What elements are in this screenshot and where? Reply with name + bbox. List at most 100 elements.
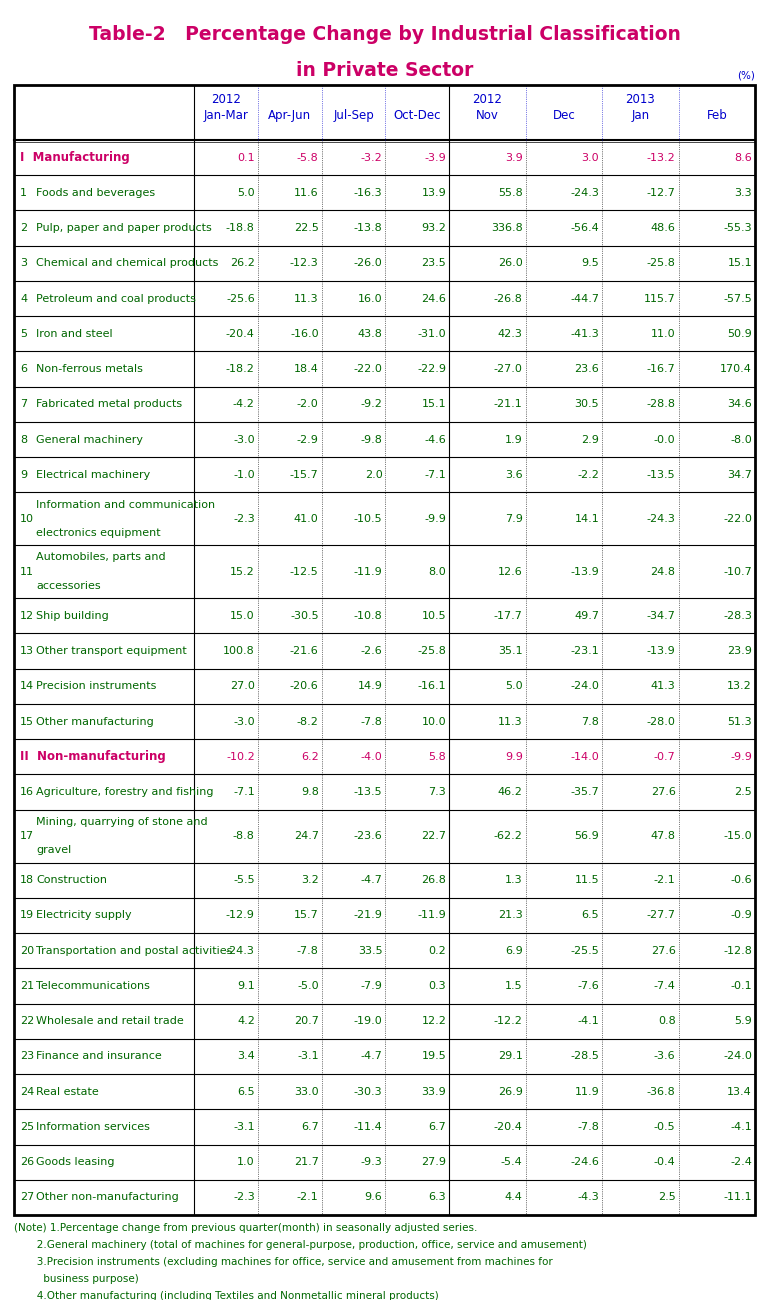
Text: -24.0: -24.0 [723,1052,752,1061]
Text: 15.0: 15.0 [230,611,255,621]
Text: I  Manufacturing: I Manufacturing [20,151,130,164]
Text: 14.9: 14.9 [358,681,382,692]
Text: 18.4: 18.4 [294,364,318,374]
Text: 0.3: 0.3 [428,982,446,991]
Text: 14.1: 14.1 [574,514,599,524]
Text: 29.1: 29.1 [498,1052,523,1061]
Bar [14,84,755,1216]
Text: 3.0: 3.0 [581,152,599,162]
Text: -28.5: -28.5 [571,1052,599,1061]
Text: -11.9: -11.9 [418,910,446,920]
Text: Transportation and postal activities: Transportation and postal activities [36,945,232,956]
Text: 4.2: 4.2 [237,1017,255,1026]
Text: business purpose): business purpose) [14,1274,138,1284]
Text: -3.2: -3.2 [361,152,382,162]
Text: -30.3: -30.3 [354,1087,382,1097]
Text: 10: 10 [20,514,34,524]
Text: 5.8: 5.8 [428,751,446,762]
Text: -8.0: -8.0 [731,434,752,445]
Text: Fabricated metal products: Fabricated metal products [36,399,182,410]
Text: 2.0: 2.0 [365,469,382,480]
Text: 13.9: 13.9 [421,188,446,198]
Text: 49.7: 49.7 [574,611,599,621]
Text: 11.6: 11.6 [294,188,318,198]
Text: 16.0: 16.0 [358,294,382,304]
Text: 8.6: 8.6 [734,152,752,162]
Text: -12.2: -12.2 [494,1017,523,1026]
Text: Feb: Feb [707,109,727,122]
Text: -36.8: -36.8 [647,1087,675,1097]
Text: 336.8: 336.8 [491,224,523,233]
Text: 11.3: 11.3 [498,716,523,727]
Text: Real estate: Real estate [36,1087,98,1097]
Text: 7.3: 7.3 [428,786,446,797]
Text: 26.2: 26.2 [230,259,255,268]
Text: Petroleum and coal products: Petroleum and coal products [36,294,196,304]
Text: 15: 15 [20,716,34,727]
Text: -2.4: -2.4 [730,1157,752,1167]
Text: 5.9: 5.9 [734,1017,752,1026]
Text: -9.9: -9.9 [424,514,446,524]
Text: 9.8: 9.8 [301,786,318,797]
Text: 33.5: 33.5 [358,945,382,956]
Text: -30.5: -30.5 [290,611,318,621]
Text: -19.0: -19.0 [354,1017,382,1026]
Text: 11.5: 11.5 [574,875,599,885]
Text: 11.9: 11.9 [574,1087,599,1097]
Text: 6.3: 6.3 [428,1192,446,1203]
Text: Jan: Jan [631,109,649,122]
Text: -12.7: -12.7 [647,188,675,198]
Text: -16.0: -16.0 [290,329,318,339]
Text: -11.1: -11.1 [724,1192,752,1203]
Text: 22.7: 22.7 [421,831,446,841]
Text: 9: 9 [20,469,27,480]
Text: -7.1: -7.1 [233,786,255,797]
Text: 25: 25 [20,1122,34,1132]
Text: -5.4: -5.4 [501,1157,523,1167]
Text: -24.0: -24.0 [571,681,599,692]
Text: -2.1: -2.1 [654,875,675,885]
Text: Electricity supply: Electricity supply [36,910,131,920]
Text: -22.0: -22.0 [723,514,752,524]
Text: Ship building: Ship building [36,611,108,621]
Text: -4.3: -4.3 [578,1192,599,1203]
Text: -5.0: -5.0 [297,982,318,991]
Text: -2.3: -2.3 [233,514,255,524]
Text: Non-ferrous metals: Non-ferrous metals [36,364,143,374]
Text: Construction: Construction [36,875,107,885]
Text: -22.9: -22.9 [418,364,446,374]
Text: -12.3: -12.3 [290,259,318,268]
Text: -24.3: -24.3 [571,188,599,198]
Text: Oct-Dec: Oct-Dec [394,109,441,122]
Text: Chemical and chemical products: Chemical and chemical products [36,259,218,268]
Text: 47.8: 47.8 [651,831,675,841]
Text: 6.2: 6.2 [301,751,318,762]
Text: 24.6: 24.6 [421,294,446,304]
Text: (%): (%) [737,72,755,81]
Text: -12.8: -12.8 [723,945,752,956]
Text: 6.5: 6.5 [581,910,599,920]
Text: Nov: Nov [476,109,499,122]
Text: 34.6: 34.6 [727,399,752,410]
Text: 115.7: 115.7 [644,294,675,304]
Text: -21.1: -21.1 [494,399,523,410]
Text: -7.8: -7.8 [578,1122,599,1132]
Text: Telecommunications: Telecommunications [36,982,150,991]
Text: 56.9: 56.9 [574,831,599,841]
Text: -21.9: -21.9 [354,910,382,920]
Text: -57.5: -57.5 [724,294,752,304]
Text: -35.7: -35.7 [571,786,599,797]
Text: 17: 17 [20,831,34,841]
Text: -26.8: -26.8 [494,294,523,304]
Text: -34.7: -34.7 [647,611,675,621]
Text: 21.3: 21.3 [498,910,523,920]
Text: -20.4: -20.4 [226,329,255,339]
Text: -5.8: -5.8 [297,152,318,162]
Text: 15.1: 15.1 [421,399,446,410]
Text: 21.7: 21.7 [294,1157,318,1167]
Text: -28.0: -28.0 [647,716,675,727]
Text: 26.9: 26.9 [498,1087,523,1097]
Text: 4.Other manufacturing (including Textiles and Nonmetallic mineral products): 4.Other manufacturing (including Textile… [14,1291,439,1300]
Text: -0.7: -0.7 [654,751,675,762]
Text: 14: 14 [20,681,34,692]
